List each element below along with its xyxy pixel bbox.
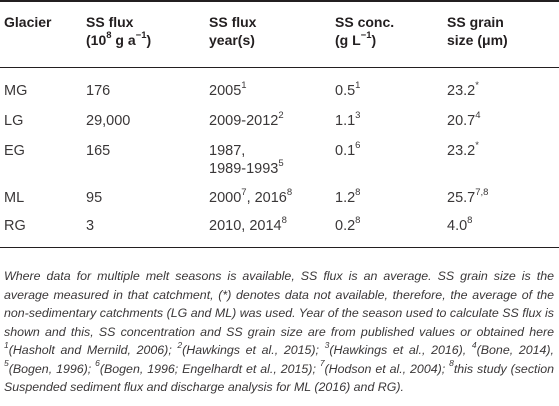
- reference-link[interactable]: (Bogen, 1996; Engelhardt et al., 2015): [99, 361, 313, 376]
- cell-grain: 23.2*: [447, 79, 479, 99]
- reference-link[interactable]: this study (section Suspended sediment f…: [4, 361, 554, 395]
- reference-link[interactable]: (Bogen, 1996): [8, 361, 88, 376]
- header-glacier: Glacier: [0, 0, 82, 68]
- cell-year: 20051: [209, 79, 247, 99]
- cell-flux: 29,000: [86, 112, 131, 129]
- header-ss-conc: SS conc. (g L−1): [331, 0, 443, 68]
- cell-year: 20007, 20168: [209, 186, 293, 206]
- cell-glacier: RG: [0, 212, 82, 248]
- header-ss-grain-size: SS grain size (μm): [443, 0, 559, 68]
- reference-link[interactable]: (Hodson et al., 2004): [324, 361, 442, 376]
- table-header: Glacier SS flux (108 g a−1) SS flux year…: [0, 0, 559, 68]
- cell-conc: 1.13: [335, 109, 361, 129]
- cell-grain: 4.08: [443, 212, 559, 248]
- data-table: Glacier SS flux (108 g a−1) SS flux year…: [0, 0, 559, 248]
- cell-conc: 0.28: [331, 212, 443, 248]
- reference-link[interactable]: (Hawkings et al., 2016): [329, 343, 463, 357]
- cell-grain: 20.74: [447, 109, 481, 129]
- cell-flux: 165: [86, 142, 111, 159]
- table-row: RG 3 2010, 20148 0.28 4.08: [0, 212, 559, 248]
- table-body: MG 176 20051 0.51 23.2* LG 29,000 2009-2…: [0, 67, 559, 248]
- cell-glacier: LG: [4, 112, 24, 129]
- table-row: MG 176 20051 0.51 23.2*: [0, 67, 559, 104]
- cell-year: 1987, 1989-19935: [209, 142, 284, 177]
- reference-link[interactable]: (Hawkings et al., 2015): [182, 343, 316, 357]
- cell-flux: 3: [82, 212, 205, 248]
- cell-glacier: ML: [4, 189, 25, 206]
- table-row: LG 29,000 2009-20122 1.13 20.74: [0, 104, 559, 134]
- reference-link[interactable]: (Hasholt and Mernild, 2006): [8, 343, 169, 357]
- cell-grain: 23.2*: [447, 139, 479, 159]
- cell-flux: 176: [86, 82, 111, 99]
- table-footnote: Where data for multiple melt seasons is …: [4, 269, 554, 395]
- cell-conc: 0.51: [335, 79, 361, 99]
- cell-glacier: MG: [4, 82, 28, 99]
- cell-year: 2009-20122: [209, 109, 284, 129]
- cell-conc: 0.16: [335, 139, 361, 159]
- header-ss-flux-year: SS flux year(s): [205, 0, 331, 68]
- table-row: EG 165 1987, 1989-19935 0.16 23.2*: [0, 134, 559, 183]
- header-ss-flux: SS flux (108 g a−1): [82, 0, 205, 68]
- reference-link[interactable]: (Bone, 2014): [476, 343, 551, 357]
- header-row: Glacier SS flux (108 g a−1) SS flux year…: [0, 0, 559, 68]
- cell-glacier: EG: [4, 142, 25, 159]
- table-row: ML 95 20007, 20168 1.28 25.77,8: [0, 183, 559, 213]
- cell-flux: 95: [86, 189, 103, 206]
- cell-year: 2010, 20148: [205, 212, 331, 248]
- cell-conc: 1.28: [335, 186, 361, 206]
- cell-grain: 25.77,8: [447, 186, 489, 206]
